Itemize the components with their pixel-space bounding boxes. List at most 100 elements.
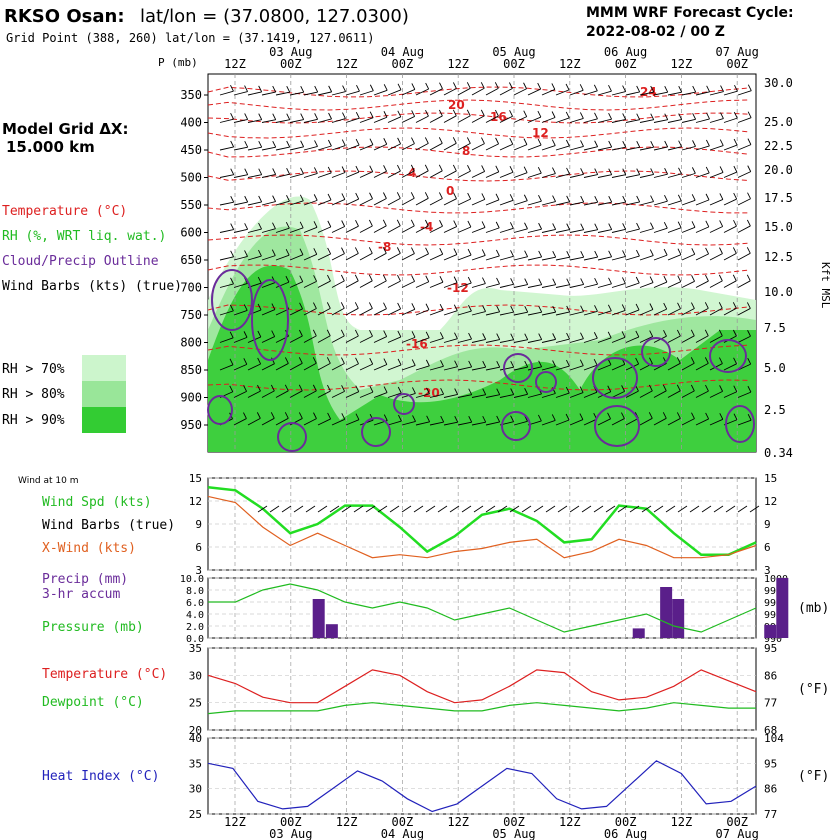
precip-bar-3	[660, 587, 673, 638]
barb-flag	[426, 415, 431, 422]
barb-staff	[681, 91, 696, 96]
barb-flag	[706, 112, 710, 120]
barb-staff	[597, 310, 612, 316]
isotherm-10	[207, 344, 749, 356]
barb-staff	[457, 198, 471, 206]
barb-flag	[342, 85, 346, 92]
barb-staff	[667, 281, 681, 288]
barb-staff	[667, 200, 682, 206]
barb-staff	[317, 335, 331, 343]
rh90-swatch	[82, 407, 126, 433]
barb-flag	[327, 384, 331, 392]
barb-flag	[271, 330, 276, 337]
heat-right-tick-3: 77	[764, 808, 777, 821]
barb-staff	[499, 171, 514, 178]
barb-staff	[247, 146, 262, 151]
barb-flag	[523, 194, 528, 201]
barb-flag	[230, 196, 235, 203]
barb-flag	[300, 113, 305, 120]
barb-flag	[566, 223, 571, 230]
barb-flag	[524, 305, 529, 313]
legend-temperature: Temperature (°C)	[2, 204, 127, 219]
barb-staff	[583, 90, 598, 96]
barb-staff	[681, 362, 695, 371]
barb-flag	[732, 247, 737, 254]
barb-flag	[425, 359, 430, 367]
barb-staff	[569, 311, 584, 316]
barb-flag	[733, 192, 738, 200]
barb-flag	[593, 358, 598, 366]
barb-staff	[359, 252, 373, 261]
barb-staff	[541, 228, 556, 233]
cloud-outline-12	[725, 405, 755, 443]
barb-flag	[608, 112, 613, 120]
barb-flag	[341, 357, 345, 364]
precip-pressure-panel: 10.08.06.04.02.00.01000998996994992990	[180, 574, 789, 645]
barb-flag	[635, 276, 640, 284]
barb-flag	[425, 219, 429, 227]
barb-staff	[359, 391, 374, 398]
cloud-outline-11	[709, 339, 747, 373]
barb-staff	[639, 201, 654, 206]
barb-staff	[345, 144, 360, 151]
barb-flag	[412, 415, 416, 422]
barb-staff	[275, 91, 290, 96]
temp-right-tick-2: 77	[764, 697, 777, 710]
barb-staff	[597, 283, 612, 288]
precip-left-tick-5: 0.0	[186, 634, 204, 645]
barb-flag	[580, 305, 584, 312]
barb-flag	[746, 247, 751, 254]
surface-barb	[317, 505, 328, 513]
barb-staff	[513, 393, 528, 398]
barb-staff	[611, 336, 626, 343]
barb-flag	[397, 386, 402, 394]
barb-flag	[607, 385, 612, 392]
barb-flag	[691, 302, 695, 309]
barb-flag	[300, 86, 305, 93]
barb-staff	[653, 281, 668, 288]
barb-staff	[415, 143, 429, 151]
barb-flag	[452, 82, 457, 89]
barb-flag	[635, 330, 640, 338]
barb-staff	[331, 280, 345, 288]
barb-staff	[401, 197, 415, 206]
barb-flag	[579, 413, 584, 420]
barb-flag	[383, 84, 388, 91]
barb-staff	[681, 280, 695, 288]
barb-flag	[369, 84, 374, 91]
barb-flag	[664, 195, 668, 202]
barb-flag	[272, 85, 277, 93]
barb-flag	[719, 166, 724, 173]
barb-staff	[415, 88, 429, 96]
barb-staff	[583, 364, 598, 371]
barb-flag	[466, 137, 471, 144]
bottom-time-tick-4: 12Z	[447, 815, 469, 829]
barb-flag	[467, 192, 472, 200]
heat-left-tick-0: 40	[189, 732, 202, 745]
barb-flag	[524, 333, 529, 340]
barb-flag	[537, 166, 542, 174]
surface-barb	[413, 505, 424, 513]
barb-flag	[369, 330, 373, 337]
legend-precip: Precip (mm)	[42, 572, 128, 587]
barb-staff	[219, 310, 234, 316]
kft-tick-11: 0.34	[764, 446, 793, 460]
barb-staff	[653, 254, 668, 261]
barb-flag	[326, 357, 331, 364]
barb-flag	[677, 248, 682, 255]
barb-flag	[298, 357, 303, 364]
barb-flag	[424, 164, 429, 171]
barb-flag	[664, 140, 669, 148]
barb-flag	[229, 358, 234, 365]
kft-tick-3: 20.0	[764, 163, 793, 177]
surface-barb	[749, 505, 760, 513]
barb-staff	[415, 337, 430, 343]
barb-flag	[510, 250, 514, 257]
barb-flag	[650, 85, 655, 93]
barb-staff	[485, 115, 499, 123]
temp-right-tick-0: 95	[764, 642, 777, 655]
kft-tick-8: 7.5	[764, 321, 786, 335]
barb-staff	[569, 145, 584, 151]
barb-flag	[286, 86, 291, 93]
legend-heat-index: Heat Index (°C)	[42, 769, 159, 784]
